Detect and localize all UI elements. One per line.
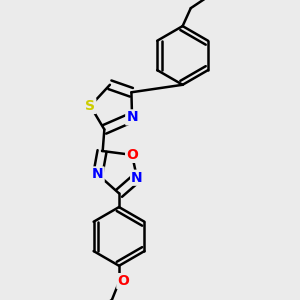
Text: N: N xyxy=(131,171,143,185)
Text: O: O xyxy=(126,148,138,162)
Text: N: N xyxy=(92,167,103,182)
Text: S: S xyxy=(85,99,95,113)
Text: O: O xyxy=(117,274,129,288)
Text: N: N xyxy=(126,110,138,124)
